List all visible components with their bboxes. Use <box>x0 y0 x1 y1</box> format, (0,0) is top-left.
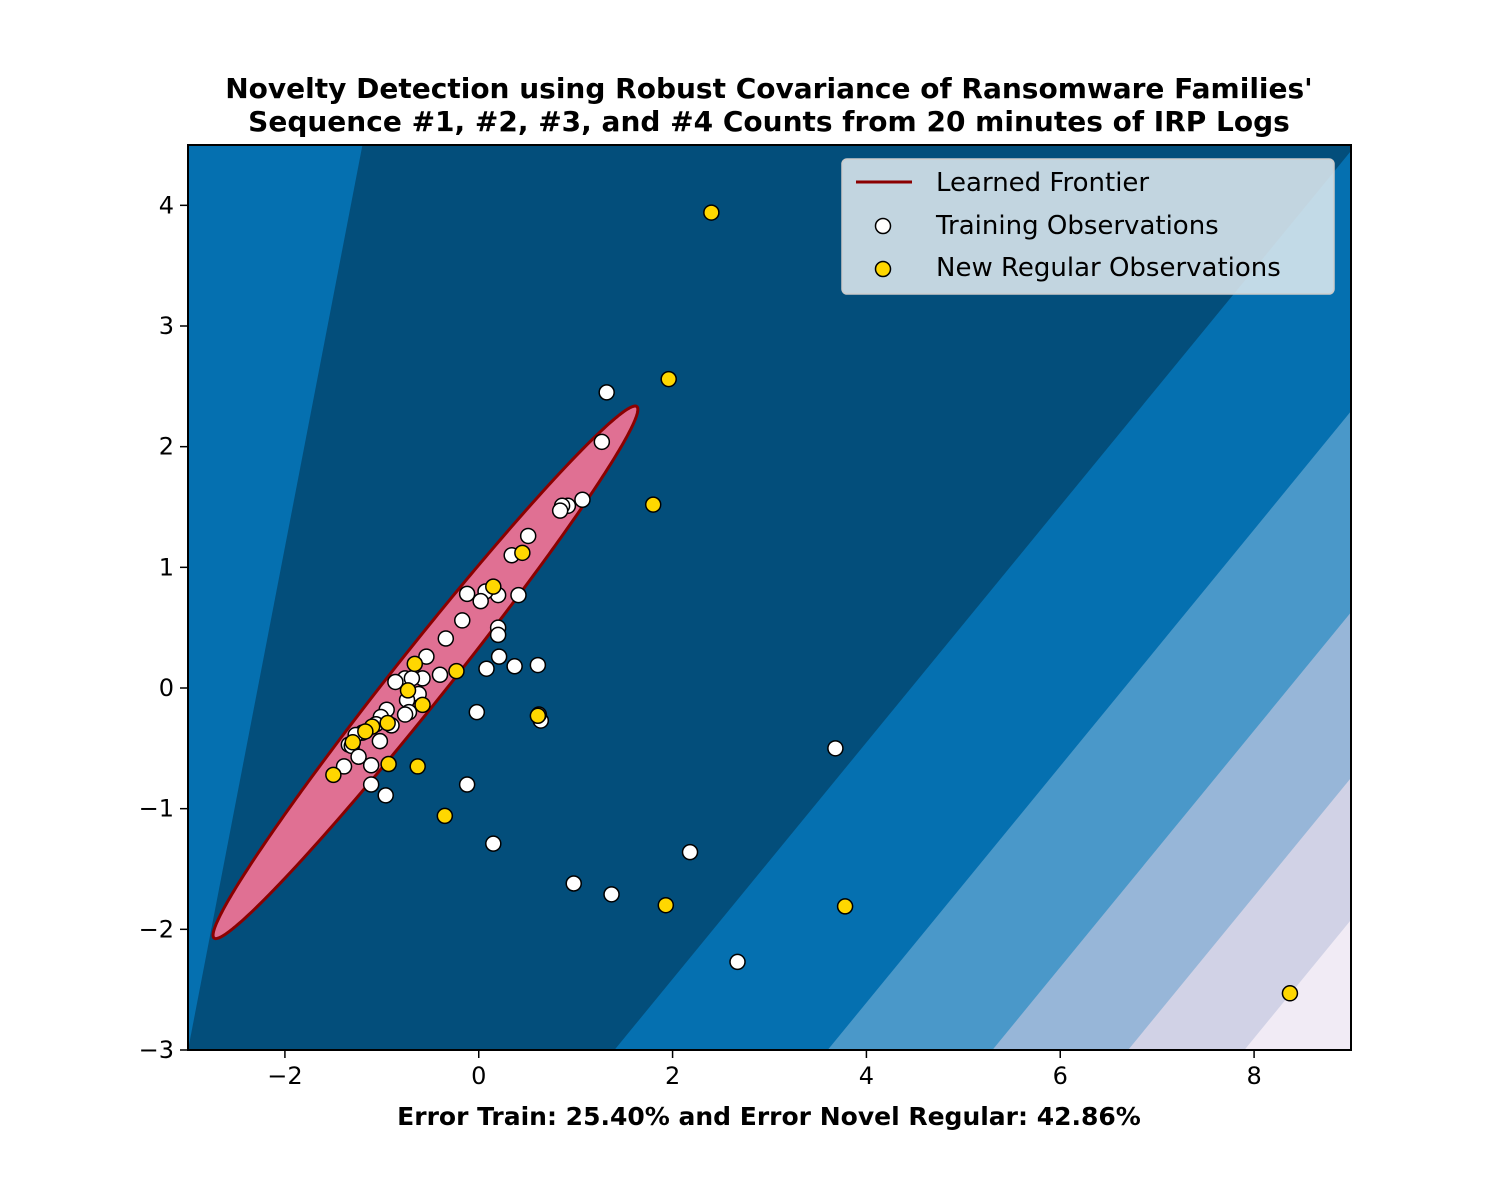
training-observation-point-45 <box>377 787 394 804</box>
y-tick-label: −3 <box>139 1036 174 1064</box>
x-tick-label: 0 <box>471 1062 486 1090</box>
training-observation-point-22 <box>431 666 449 683</box>
new-regular-observation-point-12 <box>357 723 374 740</box>
new-regular-observation-point-13 <box>344 734 362 751</box>
legend-new-regular-observations-label: New Regular Observations <box>936 253 1281 283</box>
band-upper-left <box>188 145 363 1050</box>
training-observation-point-49 <box>458 776 476 793</box>
training-observation-point-11 <box>458 585 476 603</box>
training-observation-point-38 <box>371 732 389 750</box>
new-regular-observation-point-8 <box>414 696 431 714</box>
training-observation-point-41 <box>350 748 367 766</box>
new-regular-observation-point-7 <box>399 682 417 699</box>
chart-title-line-2: Sequence #1, #2, #3, and #4 Counts from … <box>248 105 1290 138</box>
new-regular-observation-point-20 <box>1281 985 1299 1002</box>
training-observation-point-54 <box>729 953 746 971</box>
plot-area <box>188 145 1351 1050</box>
new-regular-observation-point-17 <box>436 807 454 825</box>
y-tick-label: 2 <box>159 433 174 461</box>
x-axis: −2 0 2 4 6 8 <box>267 1050 1262 1090</box>
legend-training-observations-marker <box>874 217 892 235</box>
new-regular-observation-point-10 <box>379 714 396 732</box>
x-tick-label: 6 <box>1053 1062 1068 1090</box>
training-observation-point-0 <box>598 384 615 401</box>
plot-frame <box>187 144 1352 1051</box>
training-observation-point-20 <box>529 656 547 674</box>
y-tick-label: −2 <box>139 915 174 943</box>
new-regular-observations-series <box>325 204 1299 1002</box>
legend-new-regular-observations-marker <box>874 260 892 278</box>
y-tick-label: 0 <box>159 674 174 702</box>
decision-function-bands <box>188 145 1351 1050</box>
band-level-5 <box>1244 919 1351 1050</box>
training-observation-point-43 <box>335 758 353 775</box>
band-level-4 <box>1128 777 1351 1050</box>
training-observation-point-50 <box>485 835 502 852</box>
legend-box <box>841 158 1335 295</box>
x-tick-label: 4 <box>859 1062 874 1090</box>
y-tick-label: 1 <box>159 553 174 581</box>
training-observation-point-12 <box>472 592 489 610</box>
chart-title-line-1: Novelty Detection using Robust Covarianc… <box>225 72 1313 105</box>
training-observation-point-16 <box>437 630 455 647</box>
training-observation-point-51 <box>681 843 699 861</box>
training-observation-point-26 <box>387 673 404 691</box>
training-observation-point-44 <box>362 776 380 793</box>
y-tick-label: 4 <box>159 191 174 219</box>
new-regular-observation-point-2 <box>644 496 662 513</box>
legend-training-observations-label: Training Observations <box>935 211 1219 241</box>
training-observation-point-8 <box>510 586 527 604</box>
training-observation-point-17 <box>490 648 508 665</box>
y-tick-label: 3 <box>159 312 174 340</box>
y-tick-label: −1 <box>139 795 174 823</box>
new-regular-observation-point-19 <box>836 898 854 915</box>
new-regular-observation-point-4 <box>485 578 502 595</box>
new-regular-observation-point-5 <box>406 655 424 673</box>
training-observation-point-30 <box>396 706 414 723</box>
training-observation-point-18 <box>418 648 435 665</box>
training-observation-point-15 <box>489 626 507 644</box>
y-axis: −3 −2 −1 0 1 2 3 4 <box>139 191 188 1064</box>
training-observation-point-13 <box>454 612 471 629</box>
training-observation-point-32 <box>468 703 486 721</box>
new-regular-observation-point-18 <box>657 896 675 914</box>
new-regular-observation-point-16 <box>325 766 342 784</box>
training-observation-point-53 <box>603 886 620 903</box>
training-observation-point-52 <box>565 875 582 892</box>
new-regular-observation-point-15 <box>409 758 426 775</box>
legend: Learned Frontier Training Observations N… <box>841 158 1335 295</box>
legend-learned-frontier-label: Learned Frontier <box>936 168 1149 198</box>
new-regular-observation-point-14 <box>380 755 397 773</box>
new-regular-observation-point-3 <box>514 544 531 562</box>
new-regular-observation-point-9 <box>529 707 547 724</box>
training-observation-point-42 <box>362 756 380 774</box>
training-observation-point-1 <box>593 433 611 451</box>
x-axis-label: Error Train: 25.40% and Error Novel Regu… <box>397 1102 1141 1131</box>
training-observation-point-21 <box>478 660 495 677</box>
training-observation-point-48 <box>827 740 844 757</box>
new-regular-observation-point-6 <box>448 662 465 680</box>
new-regular-observation-point-1 <box>660 370 677 388</box>
training-observation-point-6 <box>519 527 537 545</box>
x-tick-label: −2 <box>267 1062 302 1090</box>
x-tick-label: 8 <box>1246 1062 1261 1090</box>
training-observation-point-5 <box>551 502 569 519</box>
training-observation-point-19 <box>506 658 523 675</box>
new-regular-observation-point-0 <box>703 204 720 221</box>
training-observation-point-2 <box>574 491 591 509</box>
x-tick-label: 2 <box>665 1062 680 1090</box>
